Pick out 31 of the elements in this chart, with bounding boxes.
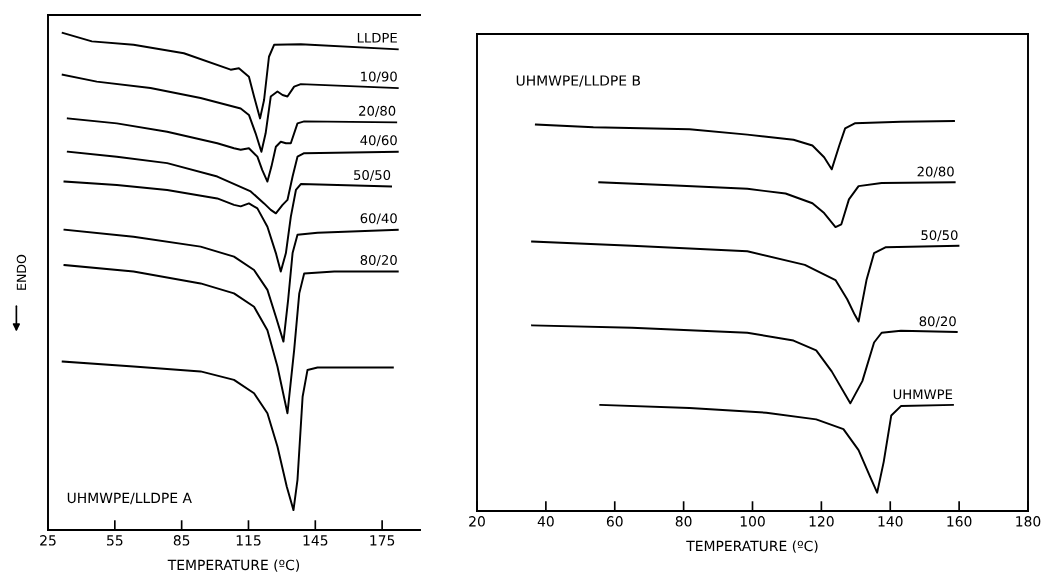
y-axis-title: ENDO bbox=[16, 254, 27, 290]
x-tick-label: 115 bbox=[236, 535, 261, 546]
x-tick-label: 25 bbox=[40, 535, 56, 546]
x-tick-label: 160 bbox=[947, 516, 972, 527]
series-label: UHMWPE bbox=[893, 389, 953, 400]
x-tick-label: 80 bbox=[675, 516, 692, 527]
x-tick-label: 60 bbox=[606, 516, 623, 527]
series-label: 50/50 bbox=[921, 230, 958, 242]
chart-title: UHMWPE/LLDPE B bbox=[516, 75, 641, 87]
x-tick-label: 85 bbox=[173, 535, 190, 546]
x-tick-label: 145 bbox=[303, 535, 328, 546]
x-tick-label: 20 bbox=[469, 516, 485, 527]
series-label: 60/40 bbox=[360, 213, 397, 225]
x-tick-label: 140 bbox=[878, 516, 903, 527]
series-label: 20/80 bbox=[359, 105, 396, 117]
series-label: 50/50 bbox=[354, 169, 391, 181]
x-axis-title: TEMPERATURE (ºC) bbox=[167, 559, 300, 572]
x-tick-label: 100 bbox=[740, 516, 765, 527]
series-label: 80/20 bbox=[919, 316, 956, 328]
series-label: 80/20 bbox=[360, 254, 397, 267]
x-tick-label: 120 bbox=[809, 516, 834, 527]
series-label: 20/80 bbox=[917, 166, 954, 178]
series-label: 10/90 bbox=[361, 71, 397, 83]
x-tick-label: 55 bbox=[107, 535, 123, 546]
x-axis-title: TEMPERATURE (ºC) bbox=[686, 540, 818, 553]
x-tick-label: 180 bbox=[1016, 516, 1041, 527]
series-label: LLDPE bbox=[357, 32, 397, 43]
text: UHMWPE/LLDPE A bbox=[67, 492, 192, 505]
x-tick-label: 40 bbox=[537, 516, 554, 527]
series-label: 40/60 bbox=[360, 135, 397, 147]
x-tick-label: 175 bbox=[370, 535, 395, 546]
